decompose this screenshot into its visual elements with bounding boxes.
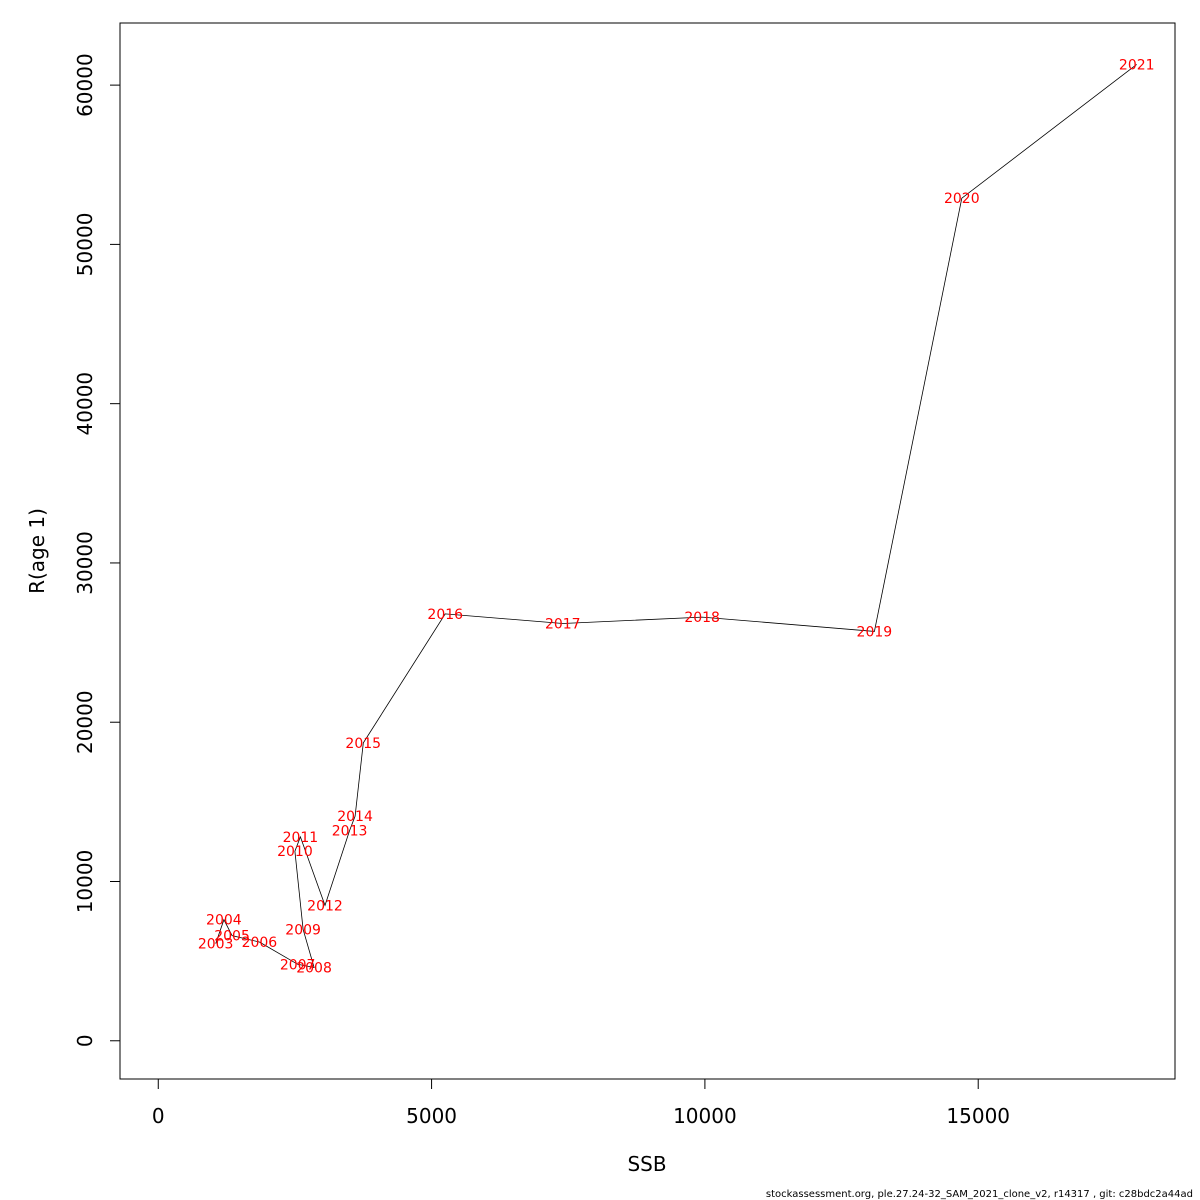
y-tick-label: 20000 [73, 690, 97, 754]
point-label: 2019 [857, 624, 893, 640]
x-tick-label: 10000 [673, 1104, 737, 1128]
plot-box [119, 22, 1176, 1080]
point-label: 2021 [1119, 57, 1155, 73]
x-tick-label: 0 [152, 1104, 165, 1128]
point-label: 2005 [214, 929, 250, 945]
x-tick-label: 5000 [406, 1104, 457, 1128]
point-label: 2016 [427, 607, 463, 623]
point-label: 2018 [684, 610, 720, 626]
point-label: 2017 [545, 616, 581, 632]
point-label: 2015 [345, 736, 381, 752]
y-tick-label: 60000 [73, 53, 97, 117]
y-tick-label: 30000 [73, 531, 97, 595]
y-tick-label: 50000 [73, 213, 97, 277]
series-line [215, 64, 1137, 969]
point-label: 2004 [206, 913, 242, 929]
point-label: 2011 [283, 830, 319, 846]
point-label: 2009 [285, 922, 321, 938]
point-label: 2013 [332, 824, 368, 840]
y-tick-label: 40000 [73, 372, 97, 436]
series-path [215, 64, 1137, 969]
point-label: 2008 [296, 961, 332, 977]
y-tick-label: 10000 [73, 850, 97, 914]
y-tick-label: 0 [73, 1034, 97, 1047]
x-axis-title: SSB [627, 1152, 666, 1176]
point-label: 2006 [242, 935, 278, 951]
point-label: 2014 [337, 809, 373, 825]
y-axis: 0 10000 20000 30000 40000 50000 60000 [73, 53, 121, 1047]
x-axis: 0 5000 10000 15000 [152, 1078, 1010, 1128]
point-label: 2007 [280, 957, 316, 973]
point-label: 2003 [198, 937, 234, 953]
point-label: 2020 [944, 191, 980, 207]
point-label: 2010 [277, 844, 313, 860]
y-axis-title: R(age 1) [25, 508, 49, 594]
x-tick-label: 15000 [946, 1104, 1010, 1128]
footer-text: stockassessment.org, ple.27.24-32_SAM_20… [766, 1189, 1193, 1200]
point-label: 2012 [307, 898, 343, 914]
